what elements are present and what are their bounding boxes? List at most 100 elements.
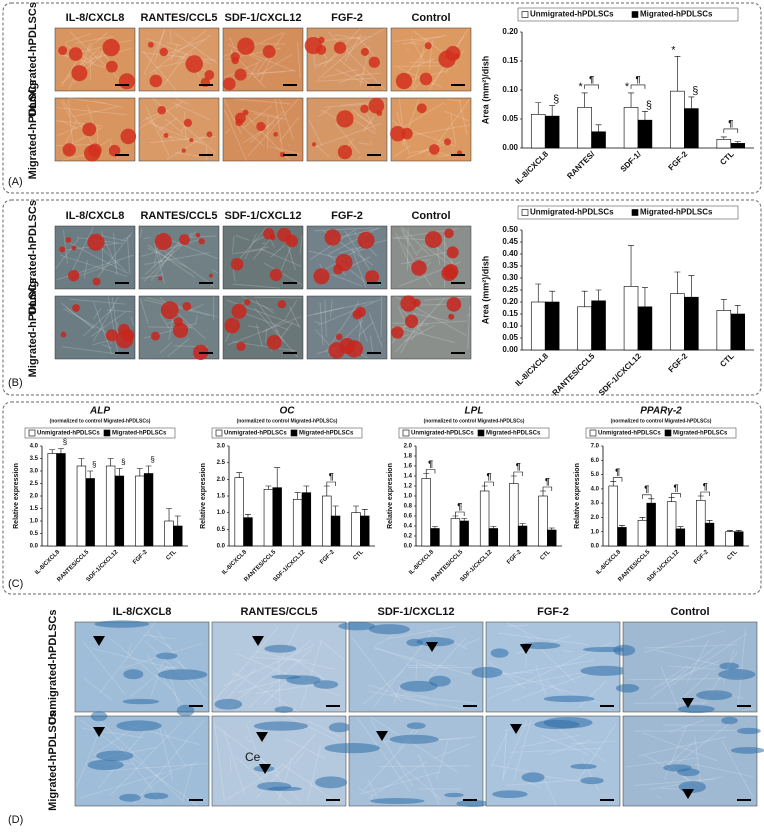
texture: [308, 720, 342, 738]
texture: [107, 141, 113, 153]
texture: [106, 309, 133, 313]
scale-bar: [367, 352, 381, 354]
error-bar: [461, 518, 468, 521]
error-bar: [674, 56, 681, 92]
texture: [252, 237, 272, 260]
texture: [60, 302, 94, 329]
texture: [99, 621, 156, 694]
texture: [246, 51, 296, 72]
texture: [230, 48, 233, 55]
texture: [242, 105, 273, 129]
y-tick-label: 0.00: [502, 345, 518, 354]
texture: [229, 36, 236, 49]
significance-mark: ¶: [673, 483, 678, 493]
legend-swatch: [402, 429, 410, 437]
bar: [704, 522, 715, 547]
stain: [237, 37, 255, 55]
error-bar: [674, 271, 681, 294]
texture: [649, 645, 718, 700]
texture: [393, 686, 401, 705]
stain: [83, 145, 101, 162]
texture: [246, 723, 263, 769]
stain: [105, 60, 118, 73]
texture: [143, 236, 152, 240]
bar: [421, 478, 431, 547]
bar: [670, 90, 685, 149]
stain: [416, 637, 455, 647]
texture: [60, 254, 128, 277]
column-header: IL-8/CXCL8: [66, 12, 125, 24]
legend-label: Unmigrated-hPDLSCs: [37, 431, 100, 437]
texture: [76, 260, 120, 278]
texture: [317, 107, 331, 118]
texture: [544, 779, 558, 807]
bar: [263, 489, 274, 547]
texture: [62, 229, 68, 264]
x-tick-label: SDF-1/CXCL12: [647, 549, 681, 583]
stain: [360, 47, 369, 56]
y-tick-label: 0.25: [502, 285, 518, 294]
chart-subtitle: (normalized to control Migrated-hPDLSCs): [611, 418, 712, 424]
scale-bar: [199, 282, 213, 284]
stain: [262, 45, 276, 59]
texture: [444, 110, 470, 122]
texture: [413, 58, 435, 68]
texture: [168, 317, 174, 340]
micrograph-bg: [211, 621, 347, 713]
y-tick-label: 1.0: [30, 519, 39, 525]
texture: [166, 38, 206, 55]
y-tick-label: 0.15: [502, 56, 518, 65]
error-bar: [174, 515, 181, 526]
stain: [176, 704, 195, 717]
texture: [369, 335, 374, 353]
texture: [393, 36, 441, 42]
arrowhead: [376, 731, 388, 741]
error-bar: [57, 448, 64, 454]
texture: [175, 97, 189, 105]
texture: [368, 312, 383, 348]
texture: [410, 320, 425, 341]
stain: [264, 644, 297, 653]
y-axis-label: Relative expression: [13, 463, 20, 529]
texture: [112, 232, 118, 276]
micrograph-bg: [138, 97, 220, 162]
texture: [721, 741, 754, 798]
texture: [660, 667, 680, 709]
texture: [380, 296, 383, 338]
texture: [406, 48, 410, 51]
x-tick-label: FGF-2: [132, 549, 149, 566]
texture: [306, 746, 321, 802]
stain: [253, 721, 309, 731]
stain: [273, 132, 278, 137]
error-bar: [548, 527, 555, 530]
texture: [539, 775, 586, 783]
texture: [141, 237, 205, 257]
texture: [286, 739, 326, 760]
stain: [236, 341, 246, 351]
texture: [95, 717, 183, 801]
legend-label: Migrated-hPDLSCs: [299, 431, 354, 437]
texture: [153, 69, 159, 75]
bracket: [513, 471, 523, 476]
stain: [411, 260, 427, 276]
texture: [318, 298, 382, 326]
x-tick-label: FGF-2: [506, 549, 523, 566]
texture: [253, 53, 293, 79]
micrograph: [304, 27, 388, 92]
error-bar: [734, 141, 741, 144]
error-bar: [136, 468, 143, 476]
stain: [157, 669, 208, 680]
texture: [489, 662, 525, 689]
panel-frame: [2, 199, 762, 396]
texture: [83, 259, 88, 279]
stain: [736, 727, 761, 735]
arrowhead: [93, 636, 105, 646]
legend-swatch: [631, 11, 639, 18]
bar: [646, 502, 656, 547]
texture: [280, 624, 299, 661]
stain: [244, 298, 251, 306]
significance-mark: §: [646, 99, 652, 111]
legend-box: [211, 427, 363, 439]
texture: [250, 656, 309, 662]
bar: [509, 483, 519, 547]
